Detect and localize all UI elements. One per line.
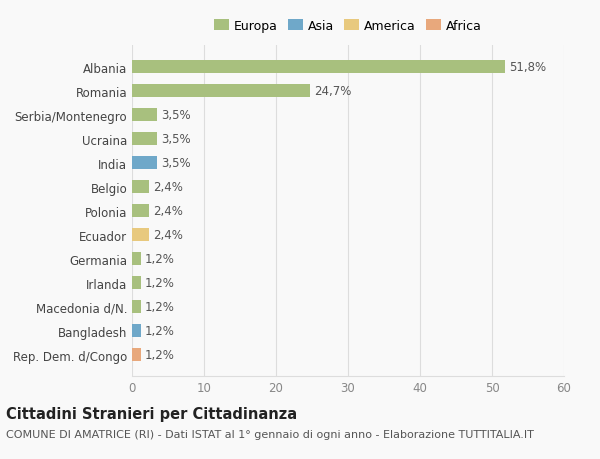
Bar bbox=[132, 181, 149, 194]
Bar bbox=[132, 157, 157, 170]
Bar bbox=[132, 229, 149, 241]
Text: 2,4%: 2,4% bbox=[154, 181, 184, 194]
Bar bbox=[132, 205, 149, 218]
Bar bbox=[132, 109, 157, 122]
Bar bbox=[132, 348, 140, 361]
Text: 1,2%: 1,2% bbox=[145, 276, 175, 290]
Text: 1,2%: 1,2% bbox=[145, 325, 175, 337]
Bar bbox=[132, 276, 140, 290]
Text: 1,2%: 1,2% bbox=[145, 252, 175, 265]
Text: 3,5%: 3,5% bbox=[161, 109, 191, 122]
Bar bbox=[132, 300, 140, 313]
Text: 1,2%: 1,2% bbox=[145, 300, 175, 313]
Bar bbox=[132, 252, 140, 266]
Text: 3,5%: 3,5% bbox=[161, 157, 191, 170]
Text: 2,4%: 2,4% bbox=[154, 229, 184, 241]
Text: Cittadini Stranieri per Cittadinanza: Cittadini Stranieri per Cittadinanza bbox=[6, 406, 297, 421]
Bar bbox=[132, 85, 310, 98]
Text: 3,5%: 3,5% bbox=[161, 133, 191, 146]
Text: 2,4%: 2,4% bbox=[154, 205, 184, 218]
Text: 1,2%: 1,2% bbox=[145, 348, 175, 361]
Bar bbox=[132, 133, 157, 146]
Bar bbox=[132, 324, 140, 337]
Text: 51,8%: 51,8% bbox=[509, 61, 547, 74]
Bar bbox=[132, 61, 505, 74]
Text: 24,7%: 24,7% bbox=[314, 85, 352, 98]
Legend: Europa, Asia, America, Africa: Europa, Asia, America, Africa bbox=[214, 20, 482, 33]
Text: COMUNE DI AMATRICE (RI) - Dati ISTAT al 1° gennaio di ogni anno - Elaborazione T: COMUNE DI AMATRICE (RI) - Dati ISTAT al … bbox=[6, 429, 534, 439]
